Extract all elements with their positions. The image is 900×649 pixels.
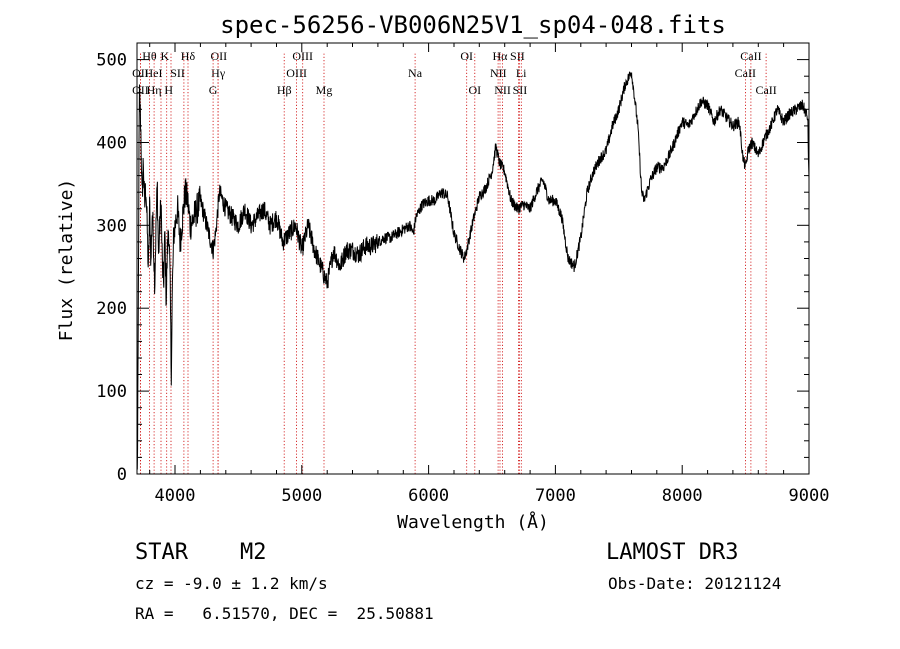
object-class: STAR <box>135 540 188 565</box>
y-tick-label: 300 <box>96 216 127 236</box>
object-subclass: M2 <box>240 540 267 565</box>
x-tick-label: 4000 <box>155 486 196 506</box>
y-axis-label: Flux (relative) <box>56 179 77 342</box>
marker-label: Hθ <box>142 49 157 63</box>
x-tick-label: 8000 <box>662 486 703 506</box>
obs-date-text: Obs-Date: 20121124 <box>608 574 782 593</box>
marker-label: HeI <box>144 66 162 80</box>
marker-label: OI <box>460 49 473 63</box>
marker-label: OIII <box>286 66 307 80</box>
coordinates-text: RA = 6.51570, DEC = 25.50881 <box>135 604 434 623</box>
survey-name: LAMOST DR3 <box>606 540 739 565</box>
x-tick-label: 6000 <box>408 486 449 506</box>
marker-label: CaII <box>735 66 756 80</box>
marker-label: SII <box>170 66 185 80</box>
marker-label: Hβ <box>277 83 292 97</box>
y-tick-label: 500 <box>96 51 127 71</box>
marker-label: OIII <box>292 49 313 63</box>
x-tick-label: 9000 <box>789 486 830 506</box>
redshift-text: cz = -9.0 ± 1.2 km/s <box>135 574 328 593</box>
y-axis: 0 100 200 300 400 500 <box>96 51 809 485</box>
x-tick-label: 5000 <box>281 486 322 506</box>
marker-label: SII <box>513 83 528 97</box>
marker-label: Mg <box>316 83 333 97</box>
marker-label: Hδ <box>181 49 196 63</box>
marker-label: OII <box>210 49 227 63</box>
marker-label: CaII <box>755 83 776 97</box>
y-tick-label: 100 <box>96 382 127 402</box>
marker-label: Na <box>408 66 423 80</box>
marker-label: H <box>164 83 173 97</box>
marker-label: Hα <box>493 49 509 63</box>
marker-label: OI <box>468 83 481 97</box>
marker-label: OII <box>132 83 149 97</box>
spectrum-line <box>136 71 810 470</box>
marker-label: NII <box>490 66 507 80</box>
marker-label: CaII <box>740 49 761 63</box>
x-axis: 4000 5000 6000 7000 8000 9000 <box>149 43 830 506</box>
marker-label: K <box>161 49 170 63</box>
marker-label: Hγ <box>211 66 226 80</box>
marker-label: NII <box>494 83 511 97</box>
x-axis-label: Wavelength (Å) <box>397 511 549 533</box>
marker-label: Hη <box>147 83 162 97</box>
y-tick-label: 400 <box>96 133 127 153</box>
y-tick-label: 200 <box>96 299 127 319</box>
marker-label: SII <box>510 49 525 63</box>
x-tick-label: 7000 <box>535 486 576 506</box>
chart-title: spec-56256-VB006N25V1_sp04-048.fits <box>220 11 726 39</box>
marker-label: G <box>209 83 218 97</box>
y-tick-label: 0 <box>117 465 127 485</box>
